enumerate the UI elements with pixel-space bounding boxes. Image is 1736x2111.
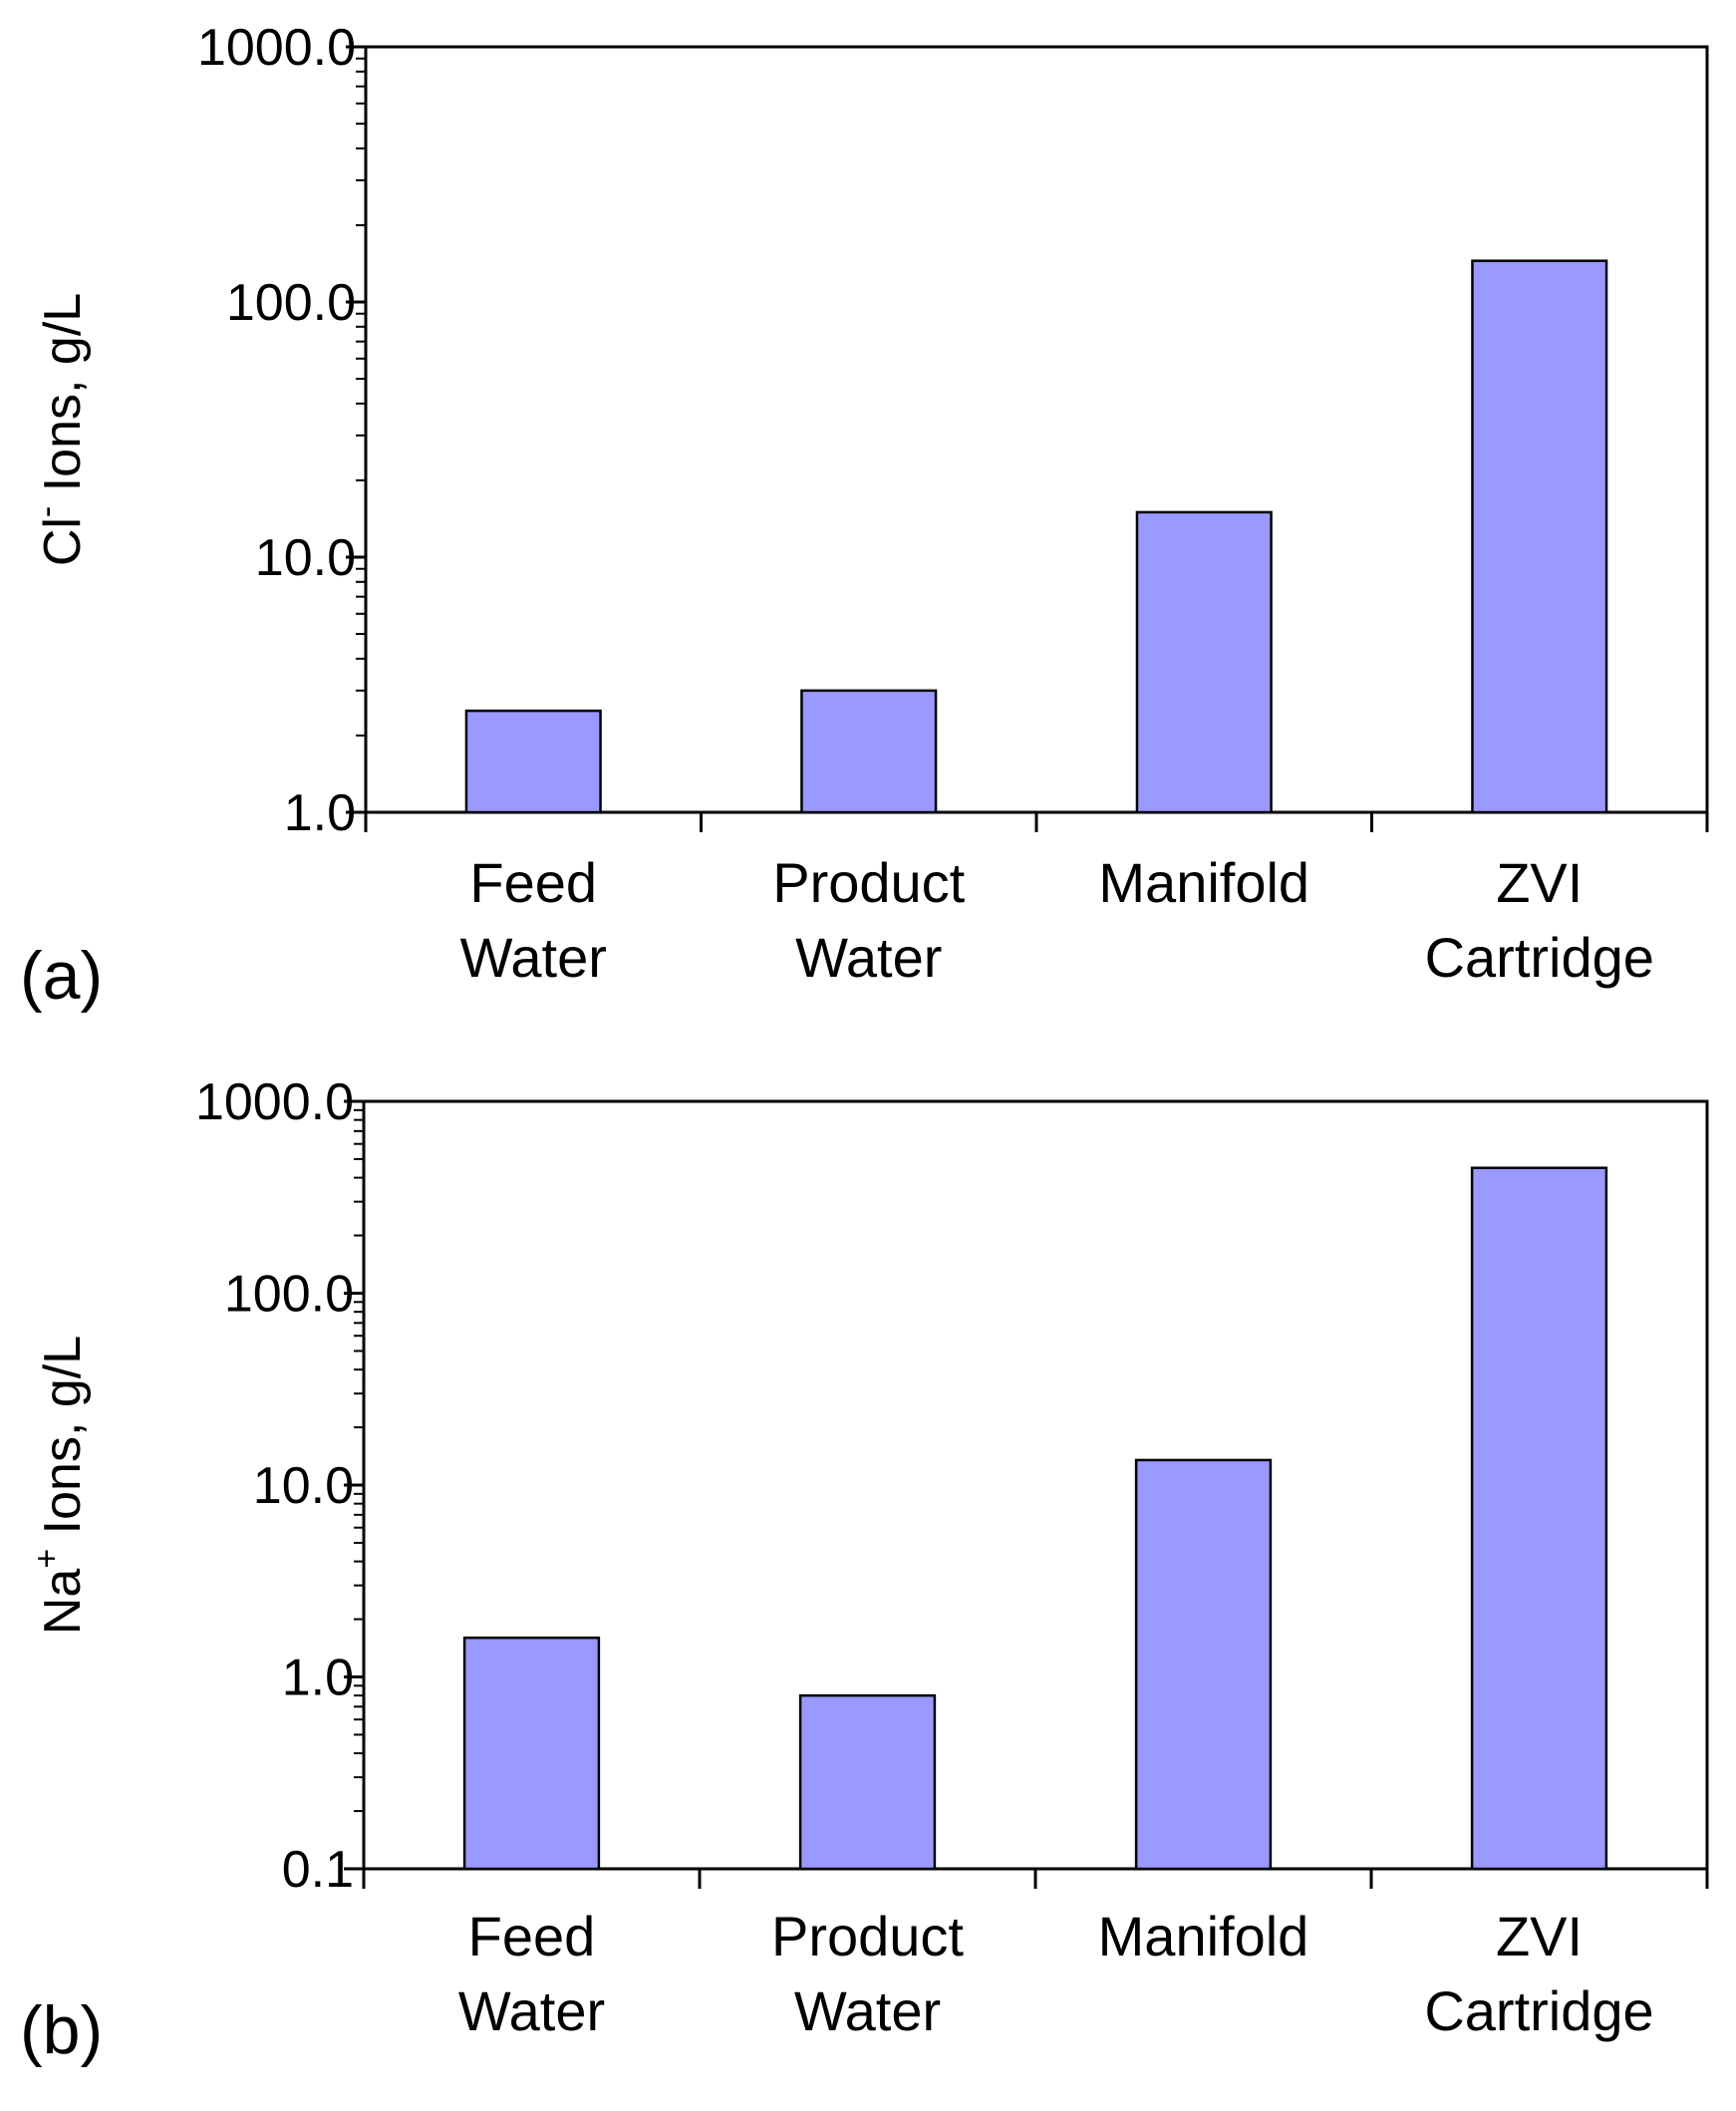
y-tick-label: 1.0	[284, 784, 356, 842]
bar	[1134, 1458, 1273, 1871]
y-tick-label: 1000.0	[195, 1073, 354, 1131]
bar	[462, 1636, 601, 1871]
x-tick-label: Product Water	[772, 851, 965, 989]
x-tick-label: Feed Water	[460, 851, 607, 989]
x-tick-label: Feed Water	[458, 1905, 605, 2042]
y-axis-title: Cl- Ions, g/L	[28, 293, 92, 566]
y-tick-label: 1000.0	[197, 19, 356, 77]
bar	[464, 709, 602, 814]
panel-label: (a)	[20, 938, 103, 1014]
y-tick-label: 0.1	[282, 1841, 354, 1899]
bar	[1470, 1166, 1608, 1871]
x-tick-label: Product Water	[771, 1905, 964, 2042]
x-tick-label: Manifold	[1098, 1905, 1309, 1967]
y-tick-label: 100.0	[226, 274, 356, 332]
bar	[1471, 259, 1608, 814]
y-axis-title: Na+ Ions, g/L	[28, 1336, 92, 1635]
bar	[800, 689, 938, 814]
x-tick-label: Manifold	[1098, 851, 1309, 914]
x-tick-label: ZVI Cartridge	[1425, 851, 1654, 989]
panel-label: (b)	[20, 1992, 103, 2068]
bar	[1135, 510, 1273, 814]
y-tick-label: 1.0	[282, 1650, 354, 1707]
chart-panel-b: 0.1 1.0 10.0 100.0 1000.0 Feed Water Product Wat…	[20, 1073, 1709, 2068]
bar	[798, 1693, 937, 1871]
x-tick-label: ZVI Cartridge	[1424, 1905, 1653, 2042]
chart-panel-a: 1.0 10.0 100.0 1000.0 Feed Water Product Water M…	[20, 19, 1709, 1014]
y-tick-label: 100.0	[224, 1266, 354, 1324]
y-tick-label: 10.0	[255, 529, 356, 587]
y-tick-label: 10.0	[253, 1457, 354, 1515]
